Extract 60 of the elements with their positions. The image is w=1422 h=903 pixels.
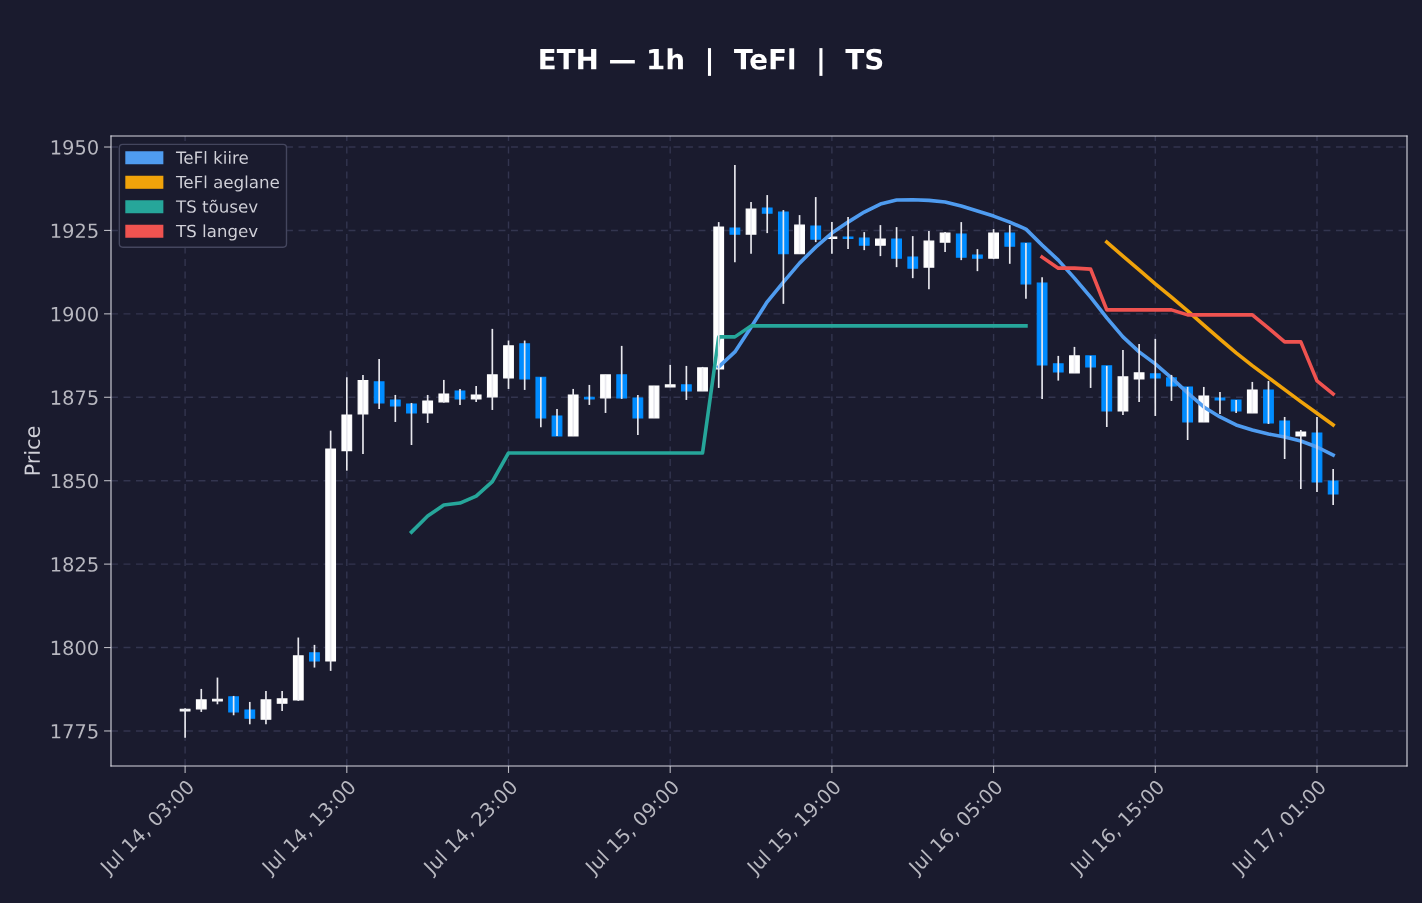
line-series — [716, 197, 1335, 457]
y-tick-label: 1775 — [51, 724, 98, 739]
y-tick-label: 1825 — [51, 557, 98, 572]
candlestick — [228, 695, 240, 717]
y-tick-label: 1800 — [51, 640, 98, 656]
candlestick — [891, 226, 902, 268]
line-series — [1104, 240, 1335, 427]
legend-label: TeFl aeglane — [175, 175, 279, 192]
y-axis-title: Price — [23, 426, 41, 475]
candlestick — [858, 231, 870, 251]
candlestick — [503, 339, 514, 390]
candlestick — [1149, 338, 1161, 417]
candlestick — [907, 235, 919, 279]
candlestick — [1085, 355, 1097, 389]
candlestick — [697, 366, 708, 392]
candlestick — [389, 394, 401, 423]
candlestick — [1230, 399, 1242, 414]
y-tick-label: 1850 — [51, 473, 98, 489]
candlestick — [875, 224, 886, 257]
candlestick — [1069, 346, 1080, 374]
candlestick — [438, 379, 450, 404]
candlestick — [648, 385, 660, 419]
candlestick — [600, 374, 611, 414]
candlestick — [988, 228, 1000, 260]
candlestick — [794, 214, 805, 255]
candlestick — [1263, 380, 1274, 425]
candlestick — [422, 394, 434, 424]
chart-title: ETH — 1h | TeFl | TS — [540, 48, 883, 76]
candlestick — [729, 164, 741, 263]
candlestick — [664, 364, 676, 388]
line-series — [409, 324, 1028, 534]
y-tick-label: 1875 — [51, 390, 98, 405]
candlestick — [1052, 355, 1064, 382]
y-tick-label: 1925 — [51, 223, 98, 239]
y-tick-label: 1950 — [51, 139, 98, 155]
candlestick — [309, 644, 320, 669]
candlestick — [195, 688, 207, 713]
candlestick — [486, 328, 498, 411]
legend-label: TS tõusev — [175, 199, 258, 213]
candlestick — [212, 676, 223, 706]
candlestick — [972, 248, 983, 272]
candlestick — [1214, 391, 1226, 415]
candlestick — [777, 209, 789, 305]
candlestick — [842, 216, 854, 250]
candlestick — [454, 388, 466, 406]
candlestick — [470, 385, 482, 403]
candlestick — [680, 365, 692, 401]
candlestick — [406, 402, 417, 446]
legend-label: TeFl kiire — [175, 151, 248, 164]
candlestick — [1133, 343, 1145, 403]
candlestick — [939, 231, 951, 253]
y-tick-label: 1900 — [51, 306, 98, 322]
candlestick — [1295, 429, 1307, 490]
candlestick — [583, 384, 595, 406]
legend-label: TS langev — [175, 224, 258, 241]
candlestick — [761, 194, 773, 234]
candlestick — [179, 707, 191, 739]
candlestick — [325, 429, 337, 672]
line-series — [1040, 255, 1335, 396]
candlestick — [276, 690, 288, 712]
